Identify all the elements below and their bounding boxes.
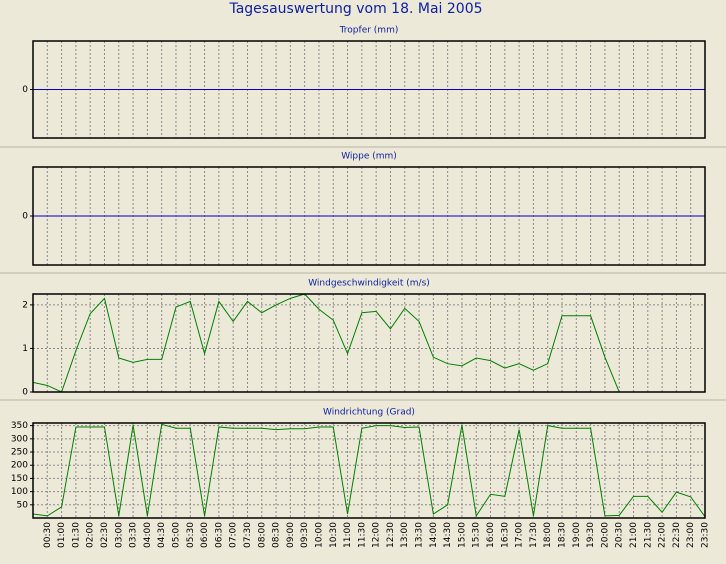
x-tick-label: 14:00 — [429, 522, 439, 548]
x-tick-label: 17:30 — [529, 522, 539, 548]
y-tick-label: 0 — [22, 212, 28, 222]
x-tick-label: 07:00 — [229, 522, 239, 548]
x-tick-label: 16:30 — [500, 522, 510, 548]
x-tick-label: 08:00 — [257, 522, 267, 548]
x-tick-label: 11:30 — [357, 522, 367, 548]
x-tick-label: 15:30 — [472, 522, 482, 548]
y-tick-label: 300 — [11, 434, 28, 444]
page-title: Tagesauswertung vom 18. Mai 2005 — [228, 1, 482, 17]
x-tick-label: 21:30 — [643, 522, 653, 548]
x-tick-label: 23:00 — [686, 522, 696, 548]
panel-title: Wippe (mm) — [341, 152, 397, 162]
x-tick-label: 19:30 — [586, 522, 596, 548]
x-tick-label: 17:00 — [515, 522, 525, 548]
x-tick-label: 02:30 — [100, 522, 110, 548]
x-tick-label: 20:00 — [600, 522, 610, 548]
plot-border — [32, 166, 706, 266]
y-tick-label: 1 — [22, 344, 28, 354]
y-tick-label: 250 — [11, 448, 28, 458]
x-tick-label: 20:30 — [615, 522, 625, 548]
x-tick-label: 13:30 — [415, 522, 425, 548]
x-tick-label: 02:00 — [86, 522, 96, 548]
y-tick-label: 0 — [22, 388, 28, 398]
x-tick-label: 14:30 — [443, 522, 453, 548]
data-line — [32, 293, 705, 393]
y-tick-label: 100 — [11, 487, 28, 497]
x-tick-label: 09:30 — [300, 522, 310, 548]
x-tick-label: 08:30 — [272, 522, 282, 548]
x-tick-label: 10:30 — [329, 522, 339, 548]
panel-title: Tropfer (mm) — [339, 26, 399, 36]
y-tick-label: 50 — [17, 500, 29, 510]
x-tick-label: 07:30 — [243, 522, 253, 548]
x-tick-label: 22:00 — [658, 522, 668, 548]
panel-title: Windgeschwindigkeit (m/s) — [308, 279, 430, 289]
x-tick-label: 04:00 — [143, 522, 153, 548]
x-tick-label: 03:00 — [114, 522, 124, 548]
y-tick-label: 0 — [22, 85, 28, 95]
x-tick-label: 18:30 — [558, 522, 568, 548]
x-tick-label: 13:00 — [400, 522, 410, 548]
x-tick-label: 04:30 — [157, 522, 167, 548]
x-tick-label: 11:00 — [343, 522, 353, 548]
x-tick-label: 03:30 — [129, 522, 139, 548]
x-tick-label: 23:30 — [701, 522, 711, 548]
x-tick-label: 01:00 — [57, 522, 67, 548]
x-tick-label: 01:30 — [71, 522, 81, 548]
panel-title: Windrichtung (Grad) — [323, 408, 415, 418]
x-tick-label: 21:00 — [629, 522, 639, 548]
x-tick-label: 16:00 — [486, 522, 496, 548]
x-tick-label: 05:30 — [186, 522, 196, 548]
plot-area — [33, 294, 705, 392]
x-tick-label: 10:00 — [314, 522, 324, 548]
plot-border — [32, 293, 706, 393]
x-tick-label: 05:00 — [171, 522, 181, 548]
x-tick-label: 12:30 — [386, 522, 396, 548]
y-tick-label: 200 — [11, 461, 28, 471]
x-tick-label: 06:30 — [214, 522, 224, 548]
plot-border — [32, 422, 706, 519]
x-tick-label: 00:30 — [43, 522, 53, 548]
x-tick-label: 22:30 — [672, 522, 682, 548]
plot-area — [33, 423, 705, 518]
data-line — [32, 423, 706, 518]
y-tick-label: 350 — [11, 421, 28, 431]
y-tick-label: 2 — [22, 300, 28, 310]
x-tick-label: 06:00 — [200, 522, 210, 548]
x-tick-label: 09:00 — [286, 522, 296, 548]
x-tick-label: 19:00 — [572, 522, 582, 548]
x-tick-label: 12:00 — [372, 522, 382, 548]
x-tick-label: 15:00 — [457, 522, 467, 548]
x-tick-label: 18:00 — [543, 522, 553, 548]
plot-border — [32, 40, 706, 139]
y-tick-label: 150 — [11, 474, 28, 484]
